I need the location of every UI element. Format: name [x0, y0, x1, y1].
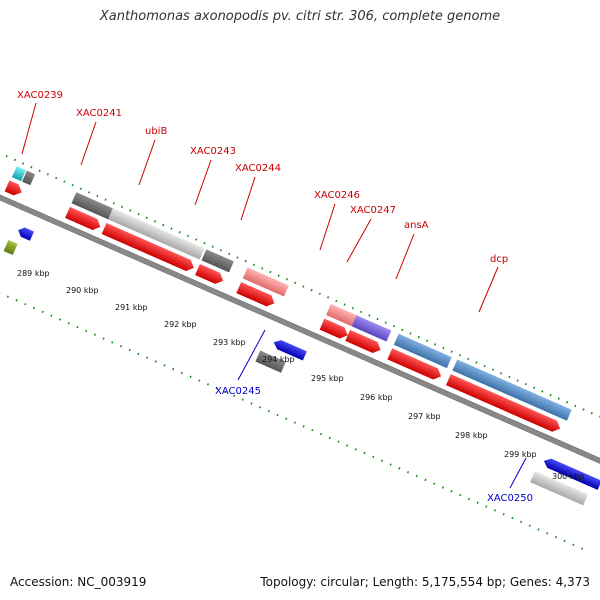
gene-box: [255, 350, 286, 373]
gene-box: [3, 240, 18, 256]
reverse-gene-boxes: [3, 227, 600, 506]
gene-box: [393, 333, 452, 369]
gene-label-xac0245: XAC0245: [215, 386, 261, 397]
gene-label-xac0246: XAC0246: [314, 190, 360, 201]
cds-arrow: [445, 374, 561, 432]
gene-label-xac0244: XAC0244: [235, 163, 281, 174]
gene-label-dcp: dcp: [490, 254, 508, 265]
kbp-label: 289 kbp: [17, 269, 50, 278]
kbp-label: 297 kbp: [408, 412, 441, 421]
topology-text: Topology: circular; Length: 5,175,554 bp…: [260, 575, 590, 589]
gene-box: [326, 304, 357, 327]
kbp-label: 291 kbp: [115, 303, 148, 312]
cds-arrow: [4, 180, 22, 196]
gene-box: [11, 166, 26, 182]
cds-arrow: [236, 282, 275, 307]
cds-arrow: [18, 227, 34, 241]
kbp-label: 300 kbp: [552, 472, 585, 481]
forward-cds-arrows: [4, 180, 561, 432]
gene-label-xac0243: XAC0243: [190, 146, 236, 157]
label-leaders-forward: [21, 102, 499, 313]
genome-backbone: [0, 186, 600, 474]
map-title: Xanthomonas axonopodis pv. citri str. 30…: [99, 9, 501, 24]
gene-box: [351, 315, 392, 342]
kbp-label: 294 kbp: [262, 355, 295, 364]
gene-box: [22, 170, 36, 186]
gene-label-ubib: ubiB: [145, 126, 167, 137]
cds-arrow: [345, 329, 381, 353]
kbp-scale-labels: 289 kbp 290 kbp 291 kbp 292 kbp 293 kbp …: [17, 269, 585, 481]
forward-gene-boxes: [11, 166, 572, 421]
gene-box: [530, 471, 589, 506]
cds-arrow: [195, 264, 224, 284]
gene-box: [201, 249, 234, 273]
kbp-label: 296 kbp: [360, 393, 393, 402]
kbp-label: 295 kbp: [311, 374, 344, 383]
gene-label-xac0250: XAC0250: [487, 493, 533, 504]
gene-box: [71, 192, 113, 220]
cds-arrow: [543, 458, 600, 490]
gene-box: [108, 208, 205, 260]
accession-text: Accession: NC_003919: [10, 575, 147, 589]
gene-labels-forward: XAC0239 XAC0241 ubiB XAC0243 XAC0244 XAC…: [17, 90, 508, 265]
cds-arrow: [319, 318, 348, 339]
gene-label-ansa: ansA: [404, 220, 429, 231]
label-leaders-reverse: [237, 329, 527, 489]
gene-label-xac0247: XAC0247: [350, 205, 396, 216]
gene-box: [242, 267, 289, 297]
kbp-label: 299 kbp: [504, 450, 537, 459]
cds-arrow: [387, 348, 442, 380]
gene-box: [452, 359, 572, 421]
gene-label-xac0239: XAC0239: [17, 90, 63, 101]
gene-label-xac0241: XAC0241: [76, 108, 122, 119]
cds-arrow: [65, 206, 101, 230]
kbp-label: 290 kbp: [66, 286, 99, 295]
gene-labels-reverse: XAC0245 XAC0250: [215, 386, 533, 504]
kbp-label: 298 kbp: [455, 431, 488, 440]
kbp-label: 293 kbp: [213, 338, 246, 347]
inner-ticks: [0, 268, 588, 552]
cds-arrow: [101, 223, 194, 271]
cds-arrow: [273, 340, 307, 361]
kbp-label: 292 kbp: [164, 320, 197, 329]
